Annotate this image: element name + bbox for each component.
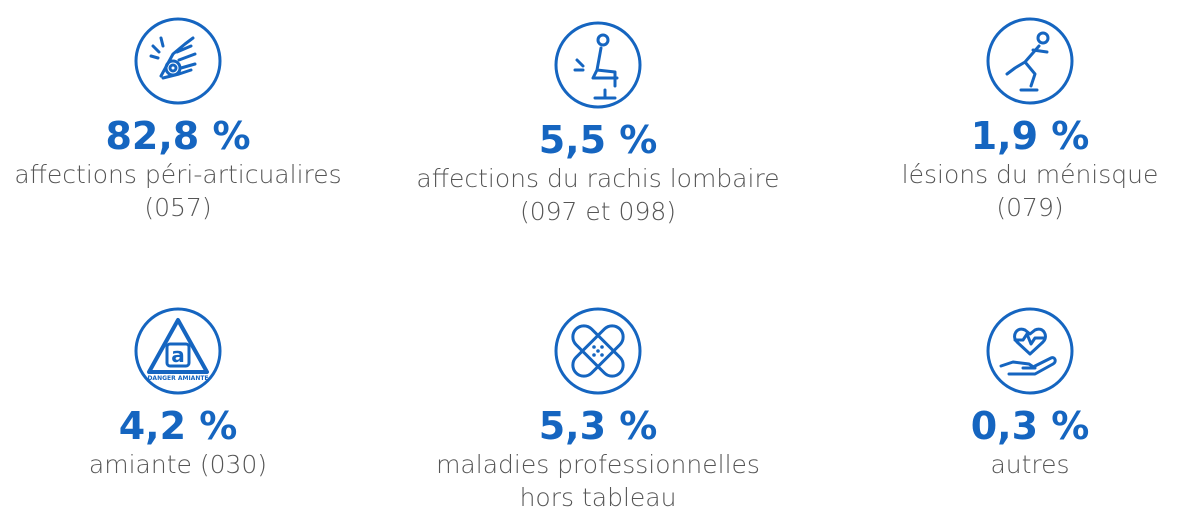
description: hors tableau xyxy=(519,483,677,512)
icon-asbestos: a DANGER AMIANTE xyxy=(134,307,222,395)
stat-item: 5,5 % affections du rachis lombaire (097… xyxy=(408,20,788,228)
description: (097 et 098) xyxy=(519,197,677,226)
stat-item: a DANGER AMIANTE 4,2 % amiante (030) xyxy=(0,306,368,481)
description: amiante (030) xyxy=(88,450,268,479)
description: (057) xyxy=(144,193,212,222)
svg-text:a: a xyxy=(171,343,185,367)
percentage: 5,5 % xyxy=(538,118,658,162)
description: affections péri-articualires xyxy=(14,160,342,189)
description: lésions du ménisque xyxy=(901,160,1159,189)
percentage: 0,3 % xyxy=(970,404,1090,448)
percentage: 4,2 % xyxy=(118,404,238,448)
percentage: 5,3 % xyxy=(538,404,658,448)
icon-bandage xyxy=(554,307,642,395)
stat-item: 1,9 % lésions du ménisque (079) xyxy=(840,16,1177,224)
description: maladies professionnelles xyxy=(436,450,760,479)
icon-label: DANGER AMIANTE xyxy=(147,375,208,382)
icon-knee xyxy=(986,17,1074,105)
stat-item: 5,3 % maladies professionnelles hors tab… xyxy=(408,306,788,514)
stat-item: 82,8 % affections péri-articualires (057… xyxy=(0,16,368,224)
percentage: 1,9 % xyxy=(970,114,1090,158)
description: affections du rachis lombaire xyxy=(416,164,780,193)
icon-heart-hand xyxy=(986,307,1074,395)
icon-hand xyxy=(134,17,222,105)
description: autres xyxy=(990,450,1070,479)
percentage: 82,8 % xyxy=(105,114,251,158)
stat-item: 0,3 % autres xyxy=(840,306,1177,481)
description: (079) xyxy=(996,193,1064,222)
icon-back xyxy=(554,21,642,109)
